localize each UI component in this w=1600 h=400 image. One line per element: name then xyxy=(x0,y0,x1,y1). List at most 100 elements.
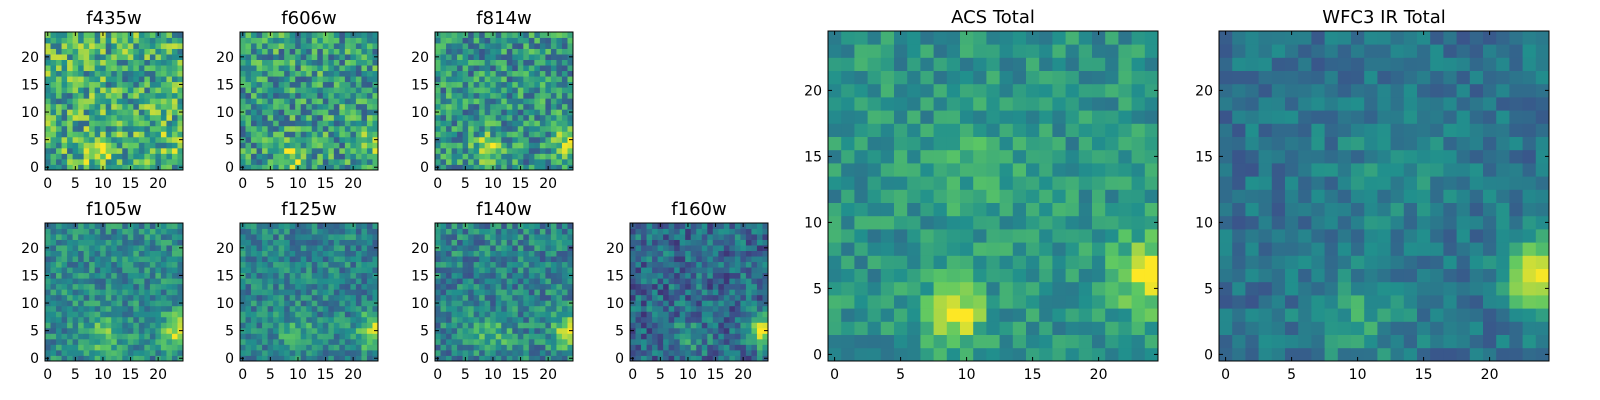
heatmap-cell xyxy=(149,300,156,307)
heatmap-cell xyxy=(657,327,664,334)
heatmap-cell xyxy=(111,125,118,132)
heatmap-cell xyxy=(663,300,670,307)
heatmap-cell xyxy=(484,98,491,105)
heatmap-cell xyxy=(1039,215,1053,230)
heatmap-cell xyxy=(89,114,96,121)
heatmap-cell xyxy=(462,327,469,334)
heatmap-cell xyxy=(94,70,101,77)
heatmap-cell xyxy=(690,316,697,323)
heatmap-cell xyxy=(344,272,351,279)
heatmap-cell xyxy=(517,158,524,165)
heatmap-cell xyxy=(273,153,280,160)
heatmap-cell xyxy=(333,65,340,72)
heatmap-cell xyxy=(435,114,441,121)
heatmap-cell xyxy=(646,349,653,356)
heatmap-cell xyxy=(501,37,508,44)
heatmap-cells xyxy=(630,223,769,362)
heatmap-cell xyxy=(446,109,452,116)
heatmap-cell xyxy=(111,153,118,160)
heatmap-cell xyxy=(83,311,90,318)
heatmap-cell xyxy=(545,272,552,279)
heatmap-cell xyxy=(262,81,268,88)
heatmap-cell xyxy=(867,229,882,243)
heatmap-cell xyxy=(528,305,535,312)
heatmap-cell xyxy=(446,261,452,268)
heatmap-cell xyxy=(462,136,469,143)
heatmap-cell xyxy=(149,289,156,296)
heatmap-cell xyxy=(273,283,280,290)
heatmap-cell xyxy=(160,48,167,55)
heatmap-cell xyxy=(83,54,90,60)
heatmap-cell xyxy=(712,322,719,329)
heatmap-cell xyxy=(462,125,469,132)
heatmap-cell xyxy=(479,92,486,99)
heatmap-cell xyxy=(273,261,280,268)
heatmap-cell xyxy=(960,202,974,217)
heatmap-cell xyxy=(641,355,647,362)
heatmap-cell xyxy=(440,43,447,49)
heatmap-cell xyxy=(745,283,752,290)
heatmap-cell xyxy=(539,120,546,127)
heatmap-cell xyxy=(561,158,568,165)
heatmap-cell xyxy=(72,87,79,94)
heatmap-cell xyxy=(528,65,535,72)
heatmap-cell xyxy=(534,311,541,318)
heatmap-cell xyxy=(240,142,246,149)
heatmap-cell xyxy=(517,125,524,132)
heatmap-cell xyxy=(729,300,736,307)
heatmap-cell xyxy=(306,32,313,38)
heatmap-cell xyxy=(473,125,480,132)
heatmap-cell xyxy=(1092,202,1106,217)
heatmap-cell xyxy=(528,43,535,49)
axes-frame xyxy=(239,222,379,362)
heatmap-cell xyxy=(512,316,519,323)
heatmap-cell xyxy=(567,311,574,318)
heatmap-cell xyxy=(311,54,318,60)
heatmap-cell xyxy=(539,338,546,345)
heatmap-cell xyxy=(1092,281,1106,296)
heatmap-cell xyxy=(894,189,908,203)
heatmap-cell xyxy=(262,267,268,274)
heatmap-cell xyxy=(907,149,921,164)
heatmap-cell xyxy=(295,92,302,99)
heatmap-cell xyxy=(160,43,167,49)
heatmap-cell xyxy=(556,289,563,296)
heatmap-cell xyxy=(160,87,167,94)
heatmap-cell xyxy=(652,300,658,307)
heatmap-cell xyxy=(501,256,508,263)
heatmap-cell xyxy=(339,355,346,362)
heatmap-cell xyxy=(723,289,730,296)
heatmap-cell xyxy=(256,54,263,60)
heatmap-cell xyxy=(149,87,156,94)
x-tick-label: 0 xyxy=(43,176,52,192)
heatmap-cell xyxy=(166,92,173,99)
heatmap-cell xyxy=(306,114,313,121)
heatmap-cell xyxy=(355,239,362,246)
heatmap-cell xyxy=(339,54,346,60)
heatmap-cell xyxy=(245,245,252,251)
heatmap-cell xyxy=(696,267,703,274)
heatmap-cell xyxy=(1131,229,1146,243)
heatmap-cell xyxy=(240,158,246,165)
heatmap-cell xyxy=(1118,229,1132,243)
heatmap-cell xyxy=(523,228,530,235)
heatmap-cell xyxy=(100,322,107,329)
heatmap-cell xyxy=(300,125,307,132)
heatmap-cell xyxy=(635,349,642,356)
heatmap-cell xyxy=(251,70,257,77)
heatmap-cell xyxy=(512,272,519,279)
heatmap-cell xyxy=(556,316,563,323)
heatmap-cell xyxy=(289,300,296,307)
heatmap-cell xyxy=(361,311,368,318)
heatmap-cell xyxy=(534,125,541,132)
heatmap-cell xyxy=(256,250,263,257)
heatmap-cell xyxy=(1012,215,1027,230)
heatmap-cell xyxy=(657,338,664,345)
heatmap-cell xyxy=(973,229,987,243)
heatmap-cell xyxy=(61,344,68,351)
heatmap-cell xyxy=(907,202,921,217)
heatmap-cell xyxy=(451,109,458,116)
heatmap-cell xyxy=(539,125,546,132)
heatmap-cell xyxy=(668,256,675,263)
